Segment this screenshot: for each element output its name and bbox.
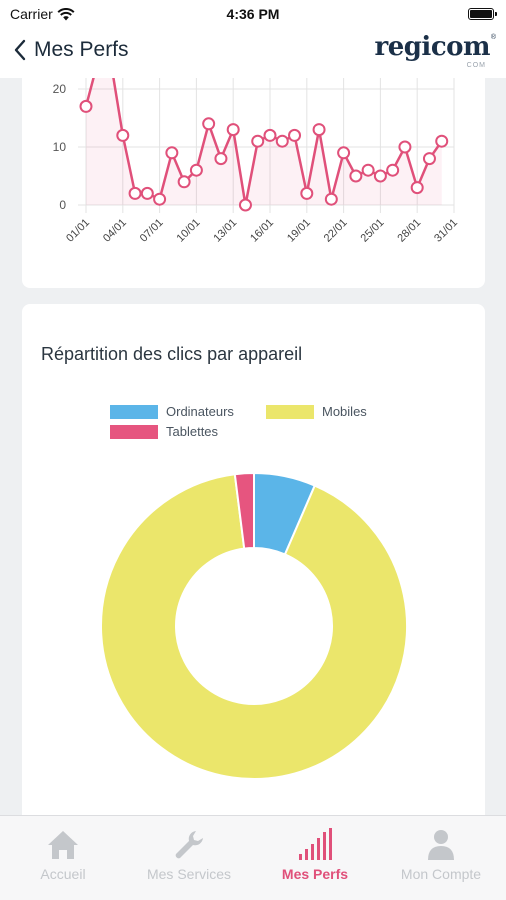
home-icon — [48, 831, 78, 859]
data-point[interactable] — [153, 192, 167, 206]
data-point[interactable] — [312, 123, 326, 137]
slice-ordinateurs[interactable] — [253, 471, 317, 556]
battery-icon — [468, 8, 497, 20]
x-tick-label: 01/01 — [64, 217, 92, 245]
tab-accueil[interactable]: Accueil — [0, 816, 126, 900]
x-tick-label: 16/01 — [248, 217, 276, 245]
wifi-icon — [57, 7, 75, 20]
legend-item-tablettes[interactable]: Tablettes — [110, 424, 218, 439]
slice-mobiles[interactable] — [100, 473, 408, 780]
carrier-label: Carrier — [10, 6, 53, 22]
y-tick-label: 10 — [53, 140, 67, 154]
data-point[interactable] — [398, 140, 412, 154]
page-title: Mes Perfs — [34, 38, 129, 61]
x-tick-label: 19/01 — [285, 217, 313, 245]
legend-swatch — [266, 404, 314, 419]
chart-title: Répartition des clics par appareil — [41, 344, 303, 364]
registered-mark: ® — [490, 34, 496, 41]
clicks-line-chart-card: 20 10 0 01/01 04/01 07/01 10/01 13/01 16/01 19/01… — [22, 58, 485, 288]
tab-label: Mes Perfs — [281, 866, 349, 882]
data-point[interactable] — [275, 134, 289, 148]
legend-swatch — [110, 424, 158, 439]
line-area-fill — [86, 60, 442, 205]
data-point[interactable] — [300, 186, 314, 200]
tab-label: Mes Services — [146, 866, 232, 882]
logo-subtext: COM — [466, 62, 486, 69]
wrench-icon — [175, 831, 203, 859]
tab-mon-compte[interactable]: Mon Compte — [378, 816, 504, 900]
data-point[interactable] — [337, 146, 351, 160]
data-point[interactable] — [189, 163, 203, 177]
data-point[interactable] — [288, 128, 302, 142]
data-point[interactable] — [140, 186, 154, 200]
legend-label: Mobiles — [322, 404, 367, 419]
data-point[interactable] — [238, 198, 252, 212]
tab-label: Accueil — [40, 866, 86, 882]
data-point[interactable] — [116, 128, 130, 142]
regicom-logo: regicom ® COM — [362, 32, 496, 74]
x-tick-label: 13/01 — [211, 217, 239, 245]
legend-label: Tablettes — [166, 424, 219, 439]
user-icon — [428, 830, 454, 860]
chevron-left-icon — [14, 39, 26, 61]
device-donut-chart — [100, 471, 408, 780]
slice-tablettes[interactable] — [233, 471, 255, 550]
back-button[interactable]: Mes Perfs — [14, 38, 129, 62]
data-point[interactable] — [177, 175, 191, 189]
status-bar: Carrier 4:36 PM — [0, 0, 506, 28]
data-point[interactable] — [410, 181, 424, 195]
data-point[interactable] — [165, 146, 179, 160]
logo-text: regicom — [374, 32, 491, 62]
data-point[interactable] — [386, 163, 400, 177]
tab-bar: Accueil Mes Services Mes Perfs Mon Compt… — [0, 815, 506, 900]
x-tick-label: 07/01 — [138, 217, 166, 245]
data-point[interactable] — [214, 152, 228, 166]
x-tick-label: 28/01 — [395, 217, 423, 245]
legend-swatch — [110, 404, 158, 419]
data-point[interactable] — [128, 186, 142, 200]
tab-label: Mon Compte — [400, 866, 482, 882]
data-point[interactable] — [226, 123, 240, 137]
legend-label: Ordinateurs — [166, 404, 234, 419]
data-point[interactable] — [324, 192, 338, 206]
tab-mes-perfs[interactable]: Mes Perfs — [252, 816, 378, 900]
x-tick-label: 31/01 — [432, 217, 460, 245]
navigation-bar: Mes Perfs regicom ® COM — [0, 28, 506, 78]
data-point[interactable] — [373, 169, 387, 183]
x-tick-label: 10/01 — [175, 217, 203, 245]
data-point[interactable] — [361, 163, 375, 177]
data-point[interactable] — [435, 134, 449, 148]
data-point[interactable] — [202, 117, 216, 131]
tab-mes-services[interactable]: Mes Services — [126, 816, 252, 900]
data-point[interactable] — [422, 152, 436, 166]
x-tick-label: 25/01 — [359, 217, 387, 245]
data-point[interactable] — [349, 169, 363, 183]
legend-item-ordinateurs[interactable]: Ordinateurs — [110, 404, 234, 419]
legend-item-mobiles[interactable]: Mobiles — [266, 404, 367, 419]
x-tick-label: 22/01 — [322, 217, 350, 245]
data-point[interactable] — [79, 99, 93, 113]
data-point[interactable] — [251, 134, 265, 148]
signal-bars-icon — [299, 828, 332, 860]
x-tick-label: 04/01 — [101, 217, 129, 245]
clicks-line-chart: 20 10 0 01/01 04/01 07/01 10/01 13/01 16/01 19/01… — [53, 58, 460, 245]
y-tick-label: 0 — [59, 198, 66, 212]
clock: 4:36 PM — [226, 6, 280, 22]
y-tick-label: 20 — [53, 82, 67, 96]
device-clicks-card: Répartition des clics par appareil Ordin… — [22, 304, 485, 844]
carrier-indicator: Carrier — [10, 6, 75, 22]
data-point[interactable] — [263, 128, 277, 142]
